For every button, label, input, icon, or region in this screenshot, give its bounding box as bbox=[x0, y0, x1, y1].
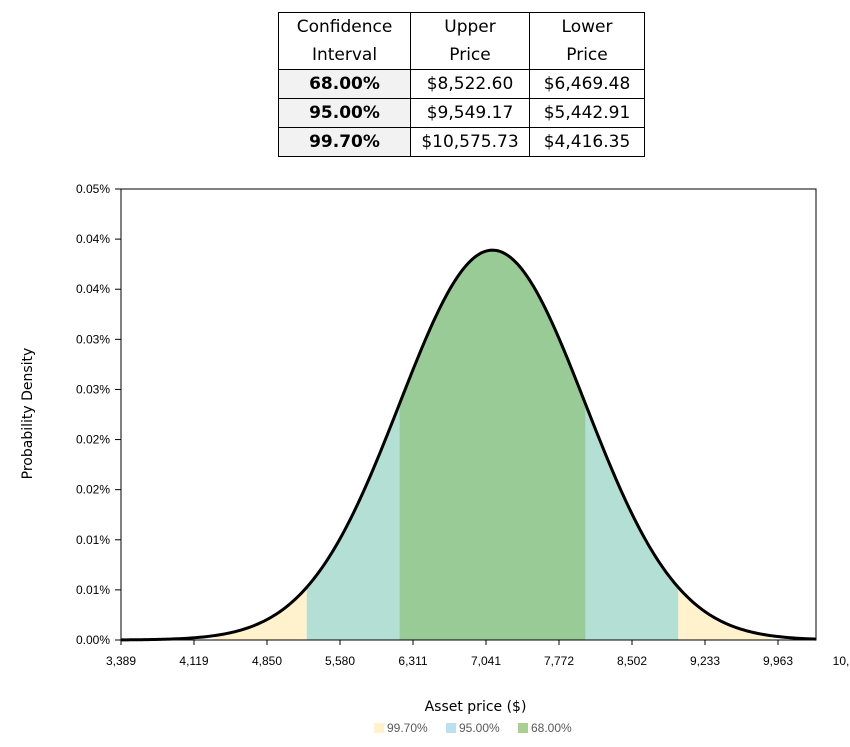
header-line: Confidence bbox=[296, 17, 393, 37]
table-row: 99.70% $10,575.73 $4,416.35 bbox=[278, 127, 645, 157]
y-tick-label: 0.04% bbox=[76, 232, 110, 246]
y-tick-label: 0.04% bbox=[76, 282, 110, 296]
y-axis: 0.00% 0.01% 0.01% 0.02% 0.02% 0.03% 0.03% 0.04%… bbox=[76, 182, 121, 647]
row-lower-price: $4,416.35 bbox=[529, 127, 645, 157]
plot-area-border bbox=[120, 188, 817, 641]
legend-label: 68.00% bbox=[531, 721, 572, 735]
legend-swatch bbox=[446, 723, 456, 733]
legend-label: 99.70% bbox=[387, 721, 428, 735]
table-row: 95.00% $9,549.17 $5,442.91 bbox=[278, 98, 645, 128]
row-level: 68.00% bbox=[278, 69, 411, 99]
y-tick-label: 0.03% bbox=[76, 382, 110, 396]
x-tick-label: 6,311 bbox=[398, 654, 427, 668]
y-tick-label: 0.00% bbox=[76, 633, 110, 647]
x-tick-label: 4,850 bbox=[252, 654, 282, 668]
y-tick-label: 0.02% bbox=[76, 483, 110, 497]
header-line: Price bbox=[449, 45, 491, 65]
x-tick-label: 8,502 bbox=[617, 654, 647, 668]
x-axis-title: Asset price ($) bbox=[425, 699, 527, 715]
row-upper-price: $8,522.60 bbox=[410, 69, 530, 99]
band-6800 bbox=[399, 250, 586, 640]
x-tick-label: 7,041 bbox=[471, 654, 501, 668]
table-header-row: Confidence Interval Upper Price Lower Price bbox=[278, 12, 645, 70]
row-level: 99.70% bbox=[278, 127, 411, 157]
x-tick-label: 7,772 bbox=[544, 654, 574, 668]
x-tick-label: 5,580 bbox=[325, 654, 355, 668]
row-level: 95.00% bbox=[278, 98, 411, 128]
x-tick-label: 10,694 bbox=[833, 654, 850, 668]
header-line: Lower bbox=[561, 17, 613, 37]
x-tick-label: 4,119 bbox=[179, 654, 208, 668]
y-tick-label: 0.05% bbox=[76, 182, 110, 196]
y-axis-title: Probability Density bbox=[20, 348, 36, 480]
row-upper-price: $9,549.17 bbox=[410, 98, 530, 128]
header-line: Price bbox=[566, 45, 608, 65]
y-tick-label: 0.03% bbox=[76, 332, 110, 346]
confidence-interval-table: Confidence Interval Upper Price Lower Price… bbox=[278, 12, 645, 157]
header-confidence-interval: Confidence Interval bbox=[278, 12, 411, 70]
legend: 99.70% 95.00% 68.00% bbox=[374, 721, 572, 735]
y-tick-label: 0.01% bbox=[76, 533, 110, 547]
legend-swatch bbox=[374, 723, 384, 733]
header-lower-price: Lower Price bbox=[529, 12, 645, 70]
x-tick-label: 3,389 bbox=[106, 654, 136, 668]
y-tick-label: 0.01% bbox=[76, 583, 110, 597]
density-curve bbox=[120, 248, 817, 642]
legend-label: 95.00% bbox=[459, 721, 500, 735]
header-line: Upper bbox=[444, 17, 496, 37]
row-lower-price: $6,469.48 bbox=[529, 69, 645, 99]
y-tick-label: 0.02% bbox=[76, 433, 110, 447]
table-row: 68.00% $8,522.60 $6,469.48 bbox=[278, 69, 645, 99]
header-line: Interval bbox=[311, 45, 378, 65]
legend-swatch bbox=[518, 723, 528, 733]
confidence-bands bbox=[213, 250, 772, 640]
x-tick-label: 9,963 bbox=[763, 654, 793, 668]
row-lower-price: $5,442.91 bbox=[529, 98, 645, 128]
x-tick-label: 9,233 bbox=[690, 654, 720, 668]
x-axis: 3,389 4,119 4,850 5,580 6,311 7,041 7,772 8,502… bbox=[106, 640, 850, 668]
row-upper-price: $10,575.73 bbox=[410, 127, 530, 157]
